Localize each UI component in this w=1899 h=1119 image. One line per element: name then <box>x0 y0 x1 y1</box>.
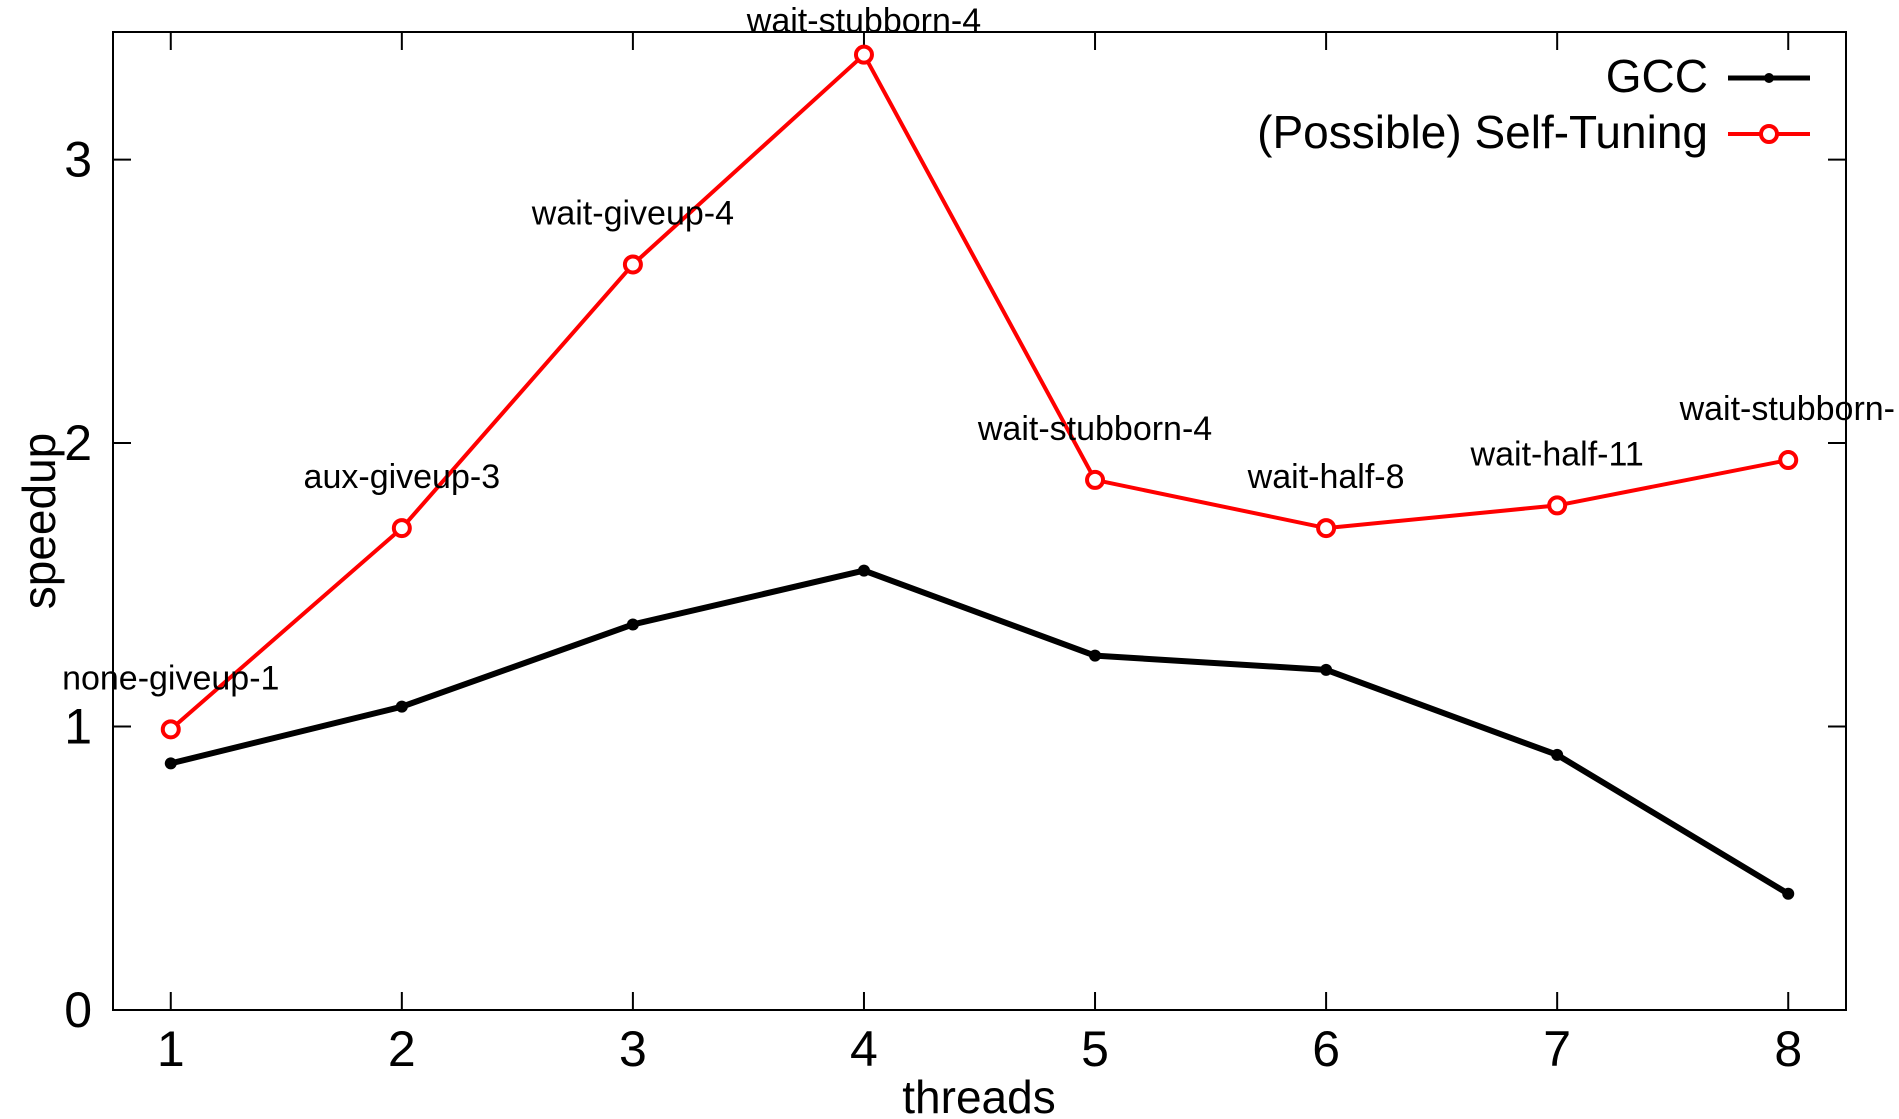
series-point-0 <box>1320 663 1333 676</box>
point-label: wait-stubborn-4 <box>746 2 981 40</box>
y-axis-label: speedup <box>13 433 65 610</box>
x-tick-label: 4 <box>850 1021 878 1077</box>
plot-frame <box>112 31 1847 1011</box>
point-label: none-giveup-1 <box>62 659 279 697</box>
x-tick-label: 6 <box>1312 1021 1340 1077</box>
series-point-1 <box>1316 518 1337 539</box>
legend-label-gcc: GCC <box>1606 50 1708 102</box>
y-tick-label: 3 <box>64 132 92 188</box>
y-tick-label: 0 <box>64 982 92 1038</box>
point-label: wait-giveup-4 <box>531 194 734 232</box>
series-point-0 <box>1089 649 1102 662</box>
series-point-1 <box>1547 495 1568 516</box>
series-point-1 <box>160 719 181 740</box>
x-tick-label: 5 <box>1081 1021 1109 1077</box>
series-point-0 <box>857 564 870 577</box>
series-point-0 <box>1551 748 1564 761</box>
x-tick-label: 7 <box>1543 1021 1571 1077</box>
point-label: wait-half-11 <box>1470 435 1644 473</box>
series-point-1 <box>853 44 874 65</box>
point-label: wait-stubborn- <box>1679 390 1895 428</box>
point-labels-layer: none-giveup-1 aux-giveup-3 wait-giveup-4 wa… <box>62 2 1895 697</box>
series-line-1 <box>169 52 1789 731</box>
y-tick-label: 1 <box>64 699 92 755</box>
legend: GCC (Possible) Self-Tuning <box>1257 50 1810 158</box>
point-label: aux-giveup-3 <box>304 458 501 496</box>
y-tick-label: 2 <box>64 415 92 471</box>
series-point-1 <box>622 254 643 275</box>
legend-label-self-tuning: (Possible) Self-Tuning <box>1257 106 1708 158</box>
series-point-1 <box>1085 469 1106 490</box>
x-tick-label: 1 <box>157 1021 185 1077</box>
x-tick-label: 2 <box>388 1021 416 1077</box>
point-label: wait-stubborn-4 <box>977 410 1212 448</box>
series-layer <box>160 44 1799 900</box>
point-label: wait-half-8 <box>1247 458 1405 496</box>
x-tick-label: 8 <box>1774 1021 1802 1077</box>
axis-ticks <box>113 32 1846 1011</box>
series-point-0 <box>395 700 408 713</box>
series-point-0 <box>1782 887 1795 900</box>
series-point-0 <box>626 618 639 631</box>
series-point-1 <box>391 518 412 539</box>
legend-marker-self-tuning <box>1759 124 1779 144</box>
series-point-0 <box>164 757 177 770</box>
x-tick-label: 3 <box>619 1021 647 1077</box>
legend-marker-gcc <box>1764 73 1774 83</box>
axis-tick-labels: 1 2 3 4 5 6 7 8 0 1 2 3 <box>64 132 1802 1077</box>
x-axis-label: threads <box>902 1071 1055 1119</box>
series-line-0 <box>170 567 1790 897</box>
series-point-1 <box>1778 450 1799 471</box>
